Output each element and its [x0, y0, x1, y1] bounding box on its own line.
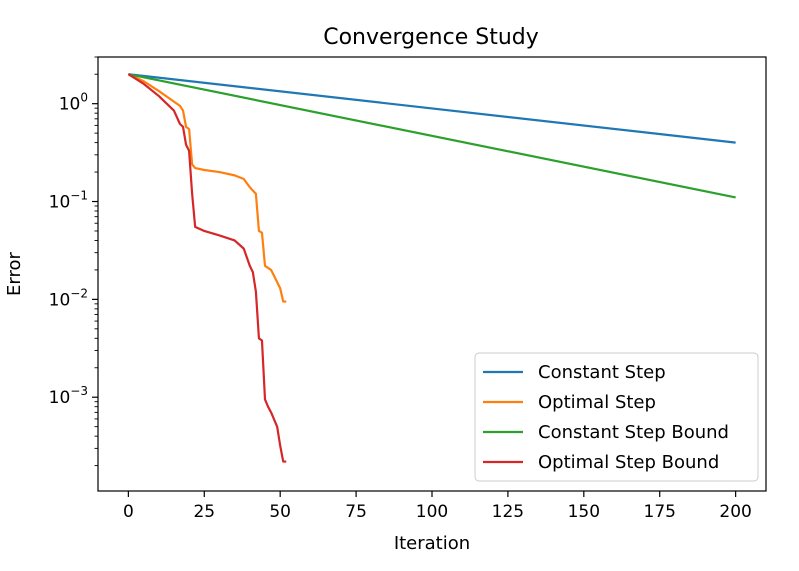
x-tick-label: 50	[269, 502, 291, 522]
x-tick-label: 200	[719, 502, 751, 522]
x-axis-label: Iteration	[394, 533, 470, 554]
series-line-optimal-step-bound	[127, 73, 287, 463]
y-tick-label: 10−2	[49, 286, 88, 310]
y-tick-base: 10	[49, 388, 71, 408]
y-tick-label: 100	[59, 91, 88, 115]
x-tick-label: 125	[492, 502, 524, 522]
series-line-optimal-step	[127, 73, 287, 303]
y-tick-exponent: 0	[80, 91, 88, 105]
legend-label-optimal-step: Optimal Step	[538, 392, 656, 413]
y-tick-base: 10	[49, 290, 71, 310]
x-axis: 0 25 50 75 100 125 150 175 200	[123, 491, 752, 522]
x-tick-label: 100	[416, 502, 448, 522]
legend-box	[474, 352, 759, 482]
legend-label-constant-step-bound: Constant Step Bound	[538, 422, 729, 443]
y-tick-exponent: −3	[70, 384, 88, 398]
x-tick-label: 150	[568, 502, 600, 522]
y-tick-label: 10−3	[49, 384, 88, 408]
y-tick-base: 10	[59, 95, 81, 115]
y-tick-label: 10−1	[49, 189, 88, 213]
plot-area	[127, 73, 736, 463]
legend-label-optimal-step-bound: Optimal Step Bound	[538, 452, 719, 473]
chart-title: Convergence Study	[323, 25, 539, 50]
legend: Constant Step Optimal Step Constant Step B…	[474, 352, 759, 482]
series-line-constant-step	[128, 73, 736, 144]
series-line-constant-step-bound	[128, 73, 736, 199]
y-axis-label: Error	[4, 251, 25, 295]
x-tick-label: 25	[193, 502, 215, 522]
y-tick-exponent: −1	[70, 189, 88, 203]
x-tick-label: 175	[644, 502, 676, 522]
legend-label-constant-step: Constant Step	[538, 362, 666, 383]
x-tick-label: 0	[123, 502, 134, 522]
y-tick-base: 10	[49, 193, 71, 213]
x-tick-label: 75	[345, 502, 367, 522]
y-tick-exponent: −2	[70, 286, 88, 300]
